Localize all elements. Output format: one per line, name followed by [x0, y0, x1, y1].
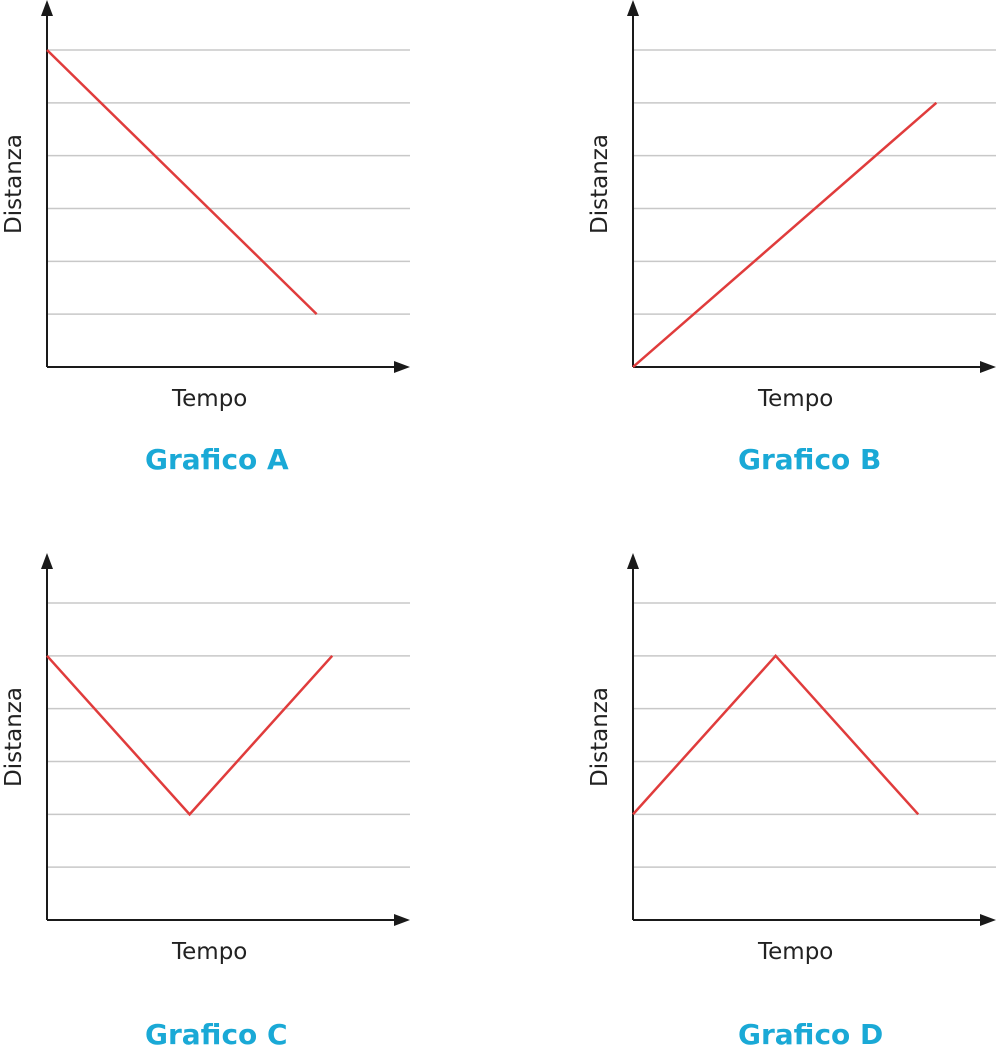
- chart-d-series-line: [632, 653, 920, 816]
- chart-b-y-axis-label: Distanza: [587, 134, 613, 234]
- chart-panel-b: Distanza Tempo Grafico B: [586, 0, 1000, 500]
- chart-c-title: Grafico C: [145, 1018, 288, 1051]
- chart-b-title: Grafico B: [738, 443, 882, 476]
- chart-c-x-axis-label: Tempo: [172, 939, 248, 965]
- chart-a-y-axis-label: Distanza: [1, 134, 27, 234]
- chart-a-series-line: [46, 49, 318, 316]
- chart-b-series-line: [632, 101, 938, 368]
- chart-panel-c: Distanza Tempo Grafico C: [0, 553, 470, 1053]
- chart-b-x-axis-label: Tempo: [758, 386, 834, 412]
- chart-d-y-axis-arrow: [627, 553, 639, 569]
- chart-d-x-axis-arrow: [980, 914, 996, 926]
- chart-d-title: Grafico D: [738, 1018, 884, 1051]
- chart-c-y-axis-label: Distanza: [1, 687, 27, 787]
- chart-d-x-axis-label: Tempo: [758, 939, 834, 965]
- chart-panel-d: Distanza Tempo Grafico D: [586, 553, 1000, 1053]
- chart-d-y-axis-label: Distanza: [587, 687, 613, 787]
- chart-a-title: Grafico A: [145, 443, 289, 476]
- chart-b-plot: [627, 0, 996, 373]
- chart-b-y-axis-arrow: [627, 0, 639, 16]
- chart-d-plot: [627, 553, 996, 926]
- chart-b-x-axis-arrow: [980, 361, 996, 373]
- chart-c-plot: [41, 553, 410, 926]
- chart-c-y-axis-arrow: [41, 553, 53, 569]
- chart-panel-a: Distanza Tempo Grafico A: [0, 0, 470, 500]
- chart-a-plot: [41, 0, 410, 373]
- chart-a-x-axis-label: Tempo: [172, 386, 248, 412]
- chart-a-x-axis-arrow: [394, 361, 410, 373]
- chart-a-y-axis-arrow: [41, 0, 53, 16]
- chart-c-series-line: [46, 654, 334, 817]
- chart-c-x-axis-arrow: [394, 914, 410, 926]
